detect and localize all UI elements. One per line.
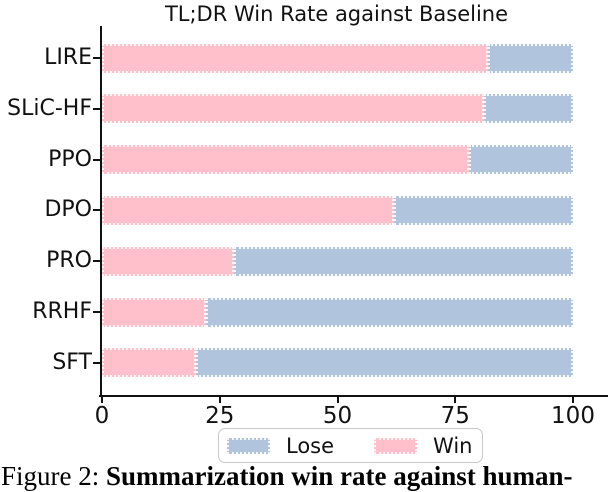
- y-tick-mark: [93, 158, 100, 161]
- y-tick-label-ppo: PPO: [48, 146, 92, 172]
- x-tick-label-75: 75: [440, 403, 470, 429]
- x-tick-label-0: 0: [94, 403, 110, 429]
- bar-row-lire: [102, 43, 573, 73]
- y-tick-label-slic-hf: SLiC-HF: [7, 95, 92, 121]
- y-tick-label-pro: PRO: [46, 248, 92, 274]
- win-segment: [102, 246, 234, 276]
- win-segment: [102, 348, 197, 378]
- legend-label-win: Win: [433, 433, 473, 458]
- x-tick-mark: [336, 397, 339, 403]
- lose-segment: [205, 297, 573, 327]
- chart-title: TL;DR Win Rate against Baseline: [164, 2, 509, 26]
- bar-row-ppo: [102, 145, 573, 175]
- figure-caption: Figure 2: Summarization win rate against…: [1, 461, 610, 492]
- bar-row-dpo: [102, 195, 573, 225]
- y-axis-labels: LIRE SLiC-HF PPO DPO PRO RRHF SFT: [0, 26, 92, 397]
- y-tick-mark: [93, 107, 100, 110]
- y-tick-mark: [93, 57, 100, 59]
- x-tick-mark: [572, 397, 574, 403]
- win-segment: [102, 297, 206, 327]
- lose-segment: [196, 348, 573, 378]
- legend-label-lose: Lose: [286, 433, 335, 458]
- y-tick-label-dpo: DPO: [44, 197, 92, 223]
- win-segment: [102, 145, 470, 175]
- plot-area: [102, 26, 573, 397]
- win-segment: [102, 43, 489, 73]
- x-axis-labels: 0 25 50 75 100: [95, 403, 595, 429]
- caption-bold-text: Summarization win rate against human-: [106, 461, 573, 491]
- lose-segment: [483, 94, 573, 124]
- x-tick-mark: [101, 397, 103, 403]
- y-tick-label-sft: SFT: [52, 349, 92, 375]
- x-tick-label-25: 25: [205, 403, 235, 429]
- y-tick-label-lire: LIRE: [44, 45, 92, 70]
- bar-row-pro: [102, 246, 573, 276]
- win-segment: [102, 94, 484, 124]
- lose-segment: [488, 43, 573, 73]
- x-tick-mark: [454, 397, 457, 403]
- y-tick-label-rrhf: RRHF: [32, 299, 92, 324]
- y-tick-mark: [93, 209, 100, 212]
- legend: Lose Win: [218, 428, 483, 463]
- bar-row-slic-hf: [102, 94, 573, 124]
- caption-prefix: Figure 2:: [1, 461, 106, 491]
- lose-color-swatch: [227, 437, 270, 454]
- y-axis-ticks: [93, 26, 100, 397]
- lose-segment: [469, 145, 573, 175]
- lose-segment: [394, 195, 573, 225]
- bar-row-rrhf: [102, 297, 573, 327]
- win-segment: [102, 195, 395, 225]
- y-axis-spine: [100, 26, 102, 397]
- x-tick-label-100: 100: [551, 403, 595, 429]
- x-axis-spine: [99, 395, 608, 397]
- y-tick-mark: [93, 311, 100, 313]
- x-tick-label-50: 50: [322, 403, 353, 429]
- y-tick-mark: [93, 361, 100, 364]
- x-axis-ticks: [101, 397, 574, 403]
- y-tick-mark: [93, 260, 100, 263]
- win-color-swatch: [374, 437, 418, 454]
- bar-row-sft: [102, 348, 573, 378]
- x-tick-mark: [218, 397, 221, 403]
- lose-segment: [233, 246, 573, 276]
